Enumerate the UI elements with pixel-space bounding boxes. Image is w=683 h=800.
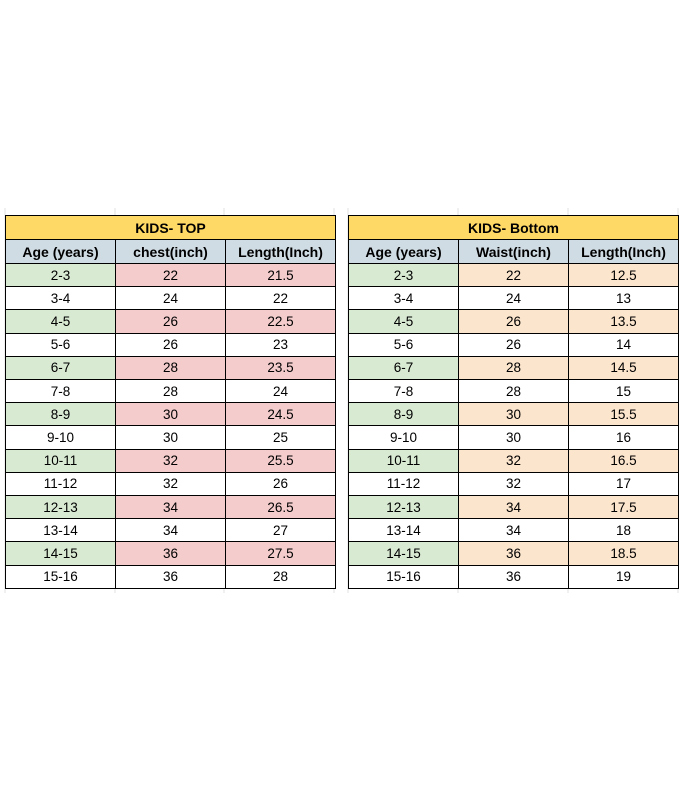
size-cell: 26 (458, 309, 569, 334)
size-cell: 22 (225, 286, 336, 311)
age-cell: 12-13 (5, 495, 116, 520)
age-cell: 5-6 (348, 332, 459, 357)
size-cell: 36 (115, 541, 226, 566)
size-cell: 25.5 (225, 448, 336, 473)
size-cell: 17.5 (568, 495, 679, 520)
age-cell: 2-3 (5, 263, 116, 288)
table-title: KIDS- Bottom (348, 215, 679, 240)
size-cell: 26 (115, 309, 226, 334)
size-cell: 15.5 (568, 402, 679, 427)
age-cell: 13-14 (5, 518, 116, 543)
size-cell: 34 (458, 518, 569, 543)
age-cell: 9-10 (5, 425, 116, 450)
size-cell: 32 (458, 471, 569, 496)
column-header: Waist(inch) (458, 239, 569, 264)
size-cell: 30 (115, 425, 226, 450)
size-cell: 30 (458, 402, 569, 427)
column-header: Length(Inch) (568, 239, 679, 264)
age-cell: 15-16 (5, 564, 116, 589)
age-cell: 8-9 (5, 402, 116, 427)
size-cell: 24 (115, 286, 226, 311)
size-cell: 26 (115, 332, 226, 357)
size-cell: 13.5 (568, 309, 679, 334)
size-cell: 12.5 (568, 263, 679, 288)
age-cell: 8-9 (348, 402, 459, 427)
age-cell: 7-8 (5, 379, 116, 404)
age-cell: 2-3 (348, 263, 459, 288)
size-cell: 18.5 (568, 541, 679, 566)
size-cell: 36 (115, 564, 226, 589)
size-cell: 19 (568, 564, 679, 589)
size-cell: 17 (568, 471, 679, 496)
size-cell: 27 (225, 518, 336, 543)
age-cell: 12-13 (348, 495, 459, 520)
size-cell: 28 (115, 379, 226, 404)
age-cell: 6-7 (348, 355, 459, 380)
age-cell: 13-14 (348, 518, 459, 543)
size-cell: 16 (568, 425, 679, 450)
size-cell: 26 (225, 471, 336, 496)
age-cell: 10-11 (5, 448, 116, 473)
size-cell: 21.5 (225, 263, 336, 288)
column-header: Age (years) (5, 239, 116, 264)
size-cell: 24.5 (225, 402, 336, 427)
size-cell: 23.5 (225, 355, 336, 380)
size-cell: 30 (458, 425, 569, 450)
age-cell: 4-5 (348, 309, 459, 334)
size-cell: 27.5 (225, 541, 336, 566)
size-cell: 14.5 (568, 355, 679, 380)
size-cell: 32 (458, 448, 569, 473)
size-cell: 24 (225, 379, 336, 404)
size-cell: 16.5 (568, 448, 679, 473)
size-cell: 28 (115, 355, 226, 380)
age-cell: 3-4 (348, 286, 459, 311)
age-cell: 11-12 (5, 471, 116, 496)
column-header: Length(Inch) (225, 239, 336, 264)
size-cell: 25 (225, 425, 336, 450)
age-cell: 14-15 (348, 541, 459, 566)
size-cell: 28 (458, 379, 569, 404)
age-cell: 15-16 (348, 564, 459, 589)
size-cell: 28 (458, 355, 569, 380)
size-cell: 32 (115, 448, 226, 473)
size-cell: 34 (115, 495, 226, 520)
age-cell: 9-10 (348, 425, 459, 450)
table-title: KIDS- TOP (5, 215, 336, 240)
age-cell: 5-6 (5, 332, 116, 357)
size-cell: 36 (458, 564, 569, 589)
size-cell: 32 (115, 471, 226, 496)
size-cell: 22.5 (225, 309, 336, 334)
size-cell: 14 (568, 332, 679, 357)
size-cell: 13 (568, 286, 679, 311)
size-cell: 26 (458, 332, 569, 357)
size-cell: 26.5 (225, 495, 336, 520)
size-cell: 34 (458, 495, 569, 520)
size-cell: 23 (225, 332, 336, 357)
size-cell: 15 (568, 379, 679, 404)
age-cell: 3-4 (5, 286, 116, 311)
age-cell: 7-8 (348, 379, 459, 404)
size-cell: 28 (225, 564, 336, 589)
size-cell: 34 (115, 518, 226, 543)
age-cell: 11-12 (348, 471, 459, 496)
age-cell: 10-11 (348, 448, 459, 473)
size-cell: 24 (458, 286, 569, 311)
age-cell: 4-5 (5, 309, 116, 334)
column-header: Age (years) (348, 239, 459, 264)
size-cell: 22 (115, 263, 226, 288)
column-header: chest(inch) (115, 239, 226, 264)
age-cell: 6-7 (5, 355, 116, 380)
size-cell: 36 (458, 541, 569, 566)
size-cell: 30 (115, 402, 226, 427)
size-cell: 18 (568, 518, 679, 543)
size-cell: 22 (458, 263, 569, 288)
age-cell: 14-15 (5, 541, 116, 566)
